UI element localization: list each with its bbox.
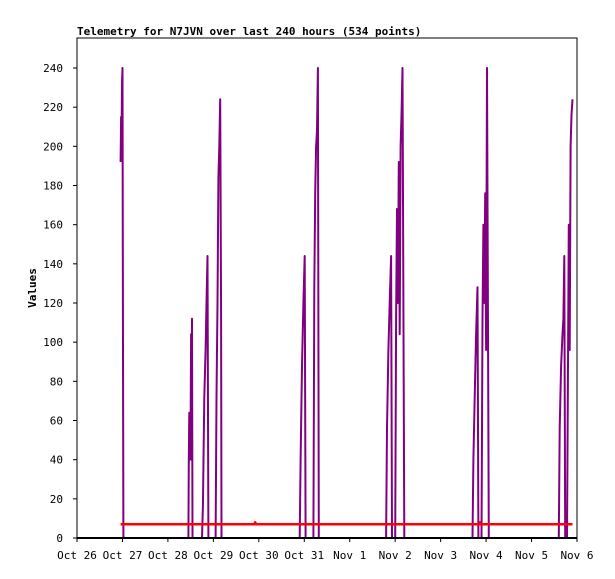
x-tick-label: Nov 5	[515, 549, 548, 562]
y-tick-label: 120	[43, 297, 63, 310]
y-tick-label: 20	[50, 493, 63, 506]
x-tick-label: Oct 29	[193, 549, 233, 562]
y-tick-label: 40	[50, 454, 63, 467]
y-axis-label: Values	[26, 268, 39, 308]
x-tick-label: Oct 26	[57, 549, 97, 562]
x-tick-label: Oct 31	[284, 549, 324, 562]
y-tick-label: 180	[43, 180, 63, 193]
y-tick-label: 240	[43, 62, 63, 75]
x-tick-label: Oct 30	[239, 549, 279, 562]
y-tick-label: 100	[43, 336, 63, 349]
plot-frame	[76, 37, 578, 539]
y-tick-label: 0	[56, 532, 63, 545]
y-tick-label: 140	[43, 258, 63, 271]
x-tick-label: Nov 3	[424, 549, 457, 562]
y-tick-label: 80	[50, 375, 63, 388]
x-tick-label: Nov 2	[379, 549, 412, 562]
chart-title: Telemetry for N7JVN over last 240 hours …	[77, 25, 421, 38]
y-tick-label: 60	[50, 415, 63, 428]
series-line-2	[120, 521, 573, 526]
x-tick-label: Oct 27	[103, 549, 143, 562]
x-axis: Oct 26 Oct 27 Oct 28 Oct 29 Oct 30 Oct 31 Nov …	[57, 538, 594, 562]
x-tick-label: Nov 1	[333, 549, 366, 562]
y-tick-label: 200	[43, 140, 63, 153]
y-axis: 0 20 40 60 80 100 120 140 160 180 200 220 240	[43, 62, 77, 545]
y-tick-label: 160	[43, 219, 63, 232]
y-tick-label: 220	[43, 101, 63, 114]
x-tick-label: Oct 28	[148, 549, 188, 562]
x-tick-label: Nov 6	[560, 549, 593, 562]
x-tick-label: Nov 4	[470, 549, 503, 562]
